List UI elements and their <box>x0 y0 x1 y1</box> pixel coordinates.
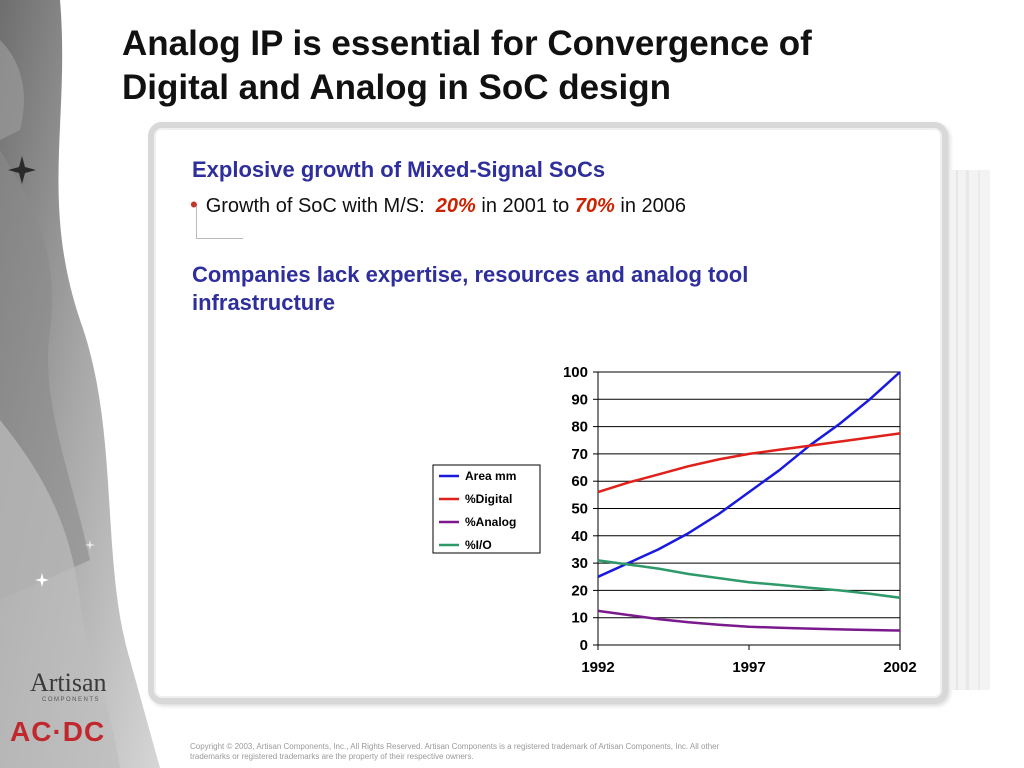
x-tick-label: 2002 <box>883 659 916 676</box>
bullet-value-2006: 70% <box>574 195 615 217</box>
y-tick-label: 80 <box>571 419 588 436</box>
y-tick-label: 70 <box>571 446 588 463</box>
legend-label: %Digital <box>465 492 512 506</box>
bullet-middle: in 2001 to <box>481 195 570 217</box>
acdc-logo: AC·DC <box>10 716 106 747</box>
y-tick-label: 100 <box>563 364 588 381</box>
sidebar-decoration <box>0 0 160 768</box>
legend-label: Area mm <box>465 469 516 483</box>
legend-label: %Analog <box>465 515 516 529</box>
legend-label: %I/O <box>465 538 492 552</box>
artisan-logo: Artisan <box>30 668 107 697</box>
star-icon <box>8 156 36 184</box>
heading-mixed-signal-growth: Explosive growth of Mixed-Signal SoCs <box>192 157 606 182</box>
x-tick-label: 1992 <box>581 659 614 676</box>
chart-legend: Area mm %Digital %Analog %I/O <box>432 464 541 554</box>
series-line-digital <box>597 432 901 494</box>
bullet-bracket-decoration <box>196 204 243 239</box>
bullet-icon: • <box>190 192 198 217</box>
series-line-areamm <box>597 371 901 578</box>
bullet-prefix: Growth of SoC with M/S: <box>205 195 425 217</box>
line-chart: 0 10 20 30 40 50 60 70 80 90 100 1992 1997 2002 Area m… <box>432 364 917 676</box>
series-line-analog <box>597 609 901 632</box>
sparkle-icon <box>35 573 49 587</box>
heading-companies-lack-expertise: Companies lack expertise, resources and … <box>192 262 749 315</box>
y-tick-label: 50 <box>571 501 588 518</box>
legend-box <box>432 464 541 554</box>
y-tick-label: 40 <box>571 528 588 545</box>
y-tick-label: 0 <box>580 637 588 654</box>
bullet-value-2001: 20% <box>435 195 476 217</box>
series-line-io <box>597 559 901 600</box>
slide-title-line2: Digital and Analog in SoC design <box>122 68 671 107</box>
copyright-footer: Copyright © 2003, Artisan Components, In… <box>190 742 720 761</box>
bullet-suffix: in 2006 <box>620 195 687 217</box>
y-tick-label: 60 <box>571 473 588 490</box>
bullet-growth-stat: • Growth of SoC with M/S: 20% in 2001 to … <box>190 192 686 219</box>
slide-title: Analog IP is essential for Convergence o… <box>122 22 982 110</box>
right-edge-decoration <box>950 170 990 690</box>
slide-title-line1: Analog IP is essential for Convergence o… <box>122 24 812 63</box>
x-tick-label: 1997 <box>732 659 765 676</box>
y-tick-label: 30 <box>571 555 588 572</box>
sparkle-icon <box>85 540 95 550</box>
artisan-logo-subtitle: COMPONENTS <box>42 697 101 703</box>
y-tick-label: 10 <box>571 610 588 627</box>
y-tick-label: 90 <box>571 391 588 408</box>
y-tick-label: 20 <box>571 582 588 599</box>
